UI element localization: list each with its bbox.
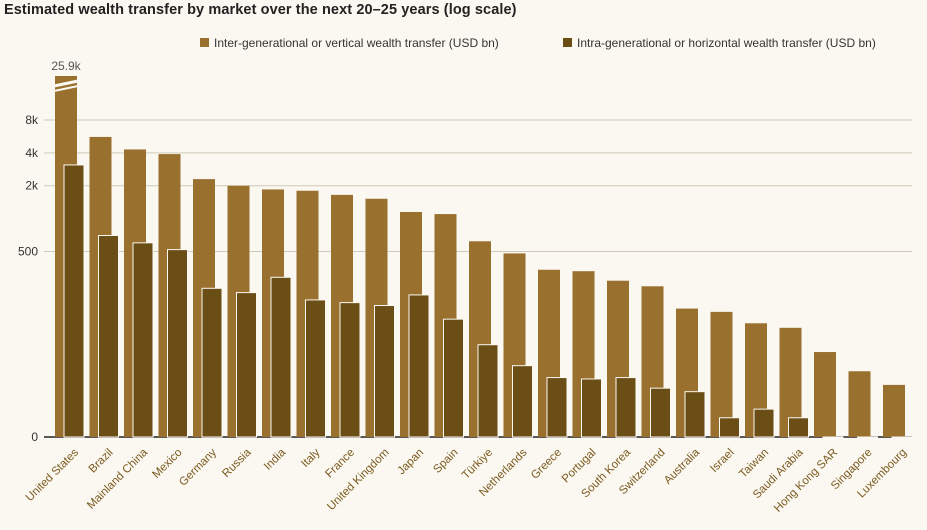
legend-swatch-inter — [200, 38, 209, 47]
x-tick-label-mexico: Mexico — [150, 447, 184, 481]
annotation-united-states: 25.9k — [51, 59, 81, 73]
bar-luxembourg-intra — [891, 436, 913, 439]
bar-israel-inter — [710, 311, 733, 437]
bar-switzerland-intra — [650, 387, 671, 438]
y-tick-label-2k: 2k — [25, 179, 39, 193]
bar-taiwan-intra — [753, 408, 775, 438]
bar-australia-intra — [684, 391, 706, 438]
bar-taiwan-inter — [745, 323, 767, 437]
x-tick-label-taiwan: Taiwan — [737, 447, 771, 481]
bar-singapore-inter — [848, 371, 871, 437]
x-tick-label-turkiye: Türkiye — [460, 447, 495, 482]
legend-label-inter: Inter-generational or vertical wealth tr… — [214, 36, 499, 50]
bar-luxembourg-inter — [883, 384, 905, 437]
x-tick-label-greece: Greece — [529, 447, 564, 482]
bar-netherlands-intra — [512, 365, 533, 438]
x-tick-label-russia: Russia — [220, 446, 254, 480]
x-tick-label-spain: Spain — [431, 447, 460, 476]
legend: Inter-generational or vertical wealth tr… — [200, 36, 876, 50]
bar-france-intra — [339, 302, 361, 438]
bar-singapore-intra — [857, 436, 878, 439]
bar-portugal-intra — [581, 378, 602, 438]
x-tick-label-united-kingdom: United Kingdom — [325, 447, 391, 513]
x-tick-label-brazil: Brazil — [87, 447, 116, 476]
bar-south-korea-intra — [615, 377, 637, 438]
chart-title: Estimated wealth transfer by market over… — [4, 2, 517, 18]
x-tick-label-united-states: United States — [24, 446, 81, 503]
bar-saudi-arabia-intra — [788, 417, 809, 438]
x-tick-label-italy: Italy — [299, 446, 323, 470]
y-tick-label-0: 0 — [31, 430, 38, 444]
bar-spain-intra — [443, 318, 464, 438]
bar-russia-intra — [236, 292, 257, 438]
bar-hong-kong-sar-intra — [822, 436, 844, 439]
bar-greece-intra — [546, 377, 568, 438]
bar-brazil-intra — [98, 235, 119, 438]
x-tick-label-hong-kong-sar: Hong Kong SAR — [772, 447, 840, 515]
bar-germany-intra — [201, 287, 223, 438]
bar-mexico-intra — [167, 249, 188, 438]
bar-hong-kong-sar-inter — [814, 352, 836, 437]
x-tick-label-israel: Israel — [708, 447, 736, 475]
y-tick-label-4k: 4k — [25, 146, 39, 160]
y-tick-label-500: 500 — [18, 244, 38, 258]
bar-united-states-intra — [63, 164, 85, 438]
bars — [53, 76, 913, 439]
bar-saudi-arabia-inter — [779, 327, 802, 437]
bar-israel-intra — [719, 417, 740, 438]
bar-italy-intra — [305, 299, 326, 438]
legend-label-intra: Intra-generational or horizontal wealth … — [577, 36, 876, 50]
bar-united-kingdom-intra — [374, 305, 395, 438]
axis-break-mark — [53, 79, 79, 88]
bar-turkiye-intra — [477, 344, 499, 438]
x-tick-label-france: France — [323, 447, 357, 481]
bar-japan-intra — [408, 294, 430, 438]
x-tick-label-japan: Japan — [395, 447, 426, 478]
axis-break-mark — [53, 85, 79, 92]
x-tick-label-india: India — [262, 446, 289, 473]
bar-mainland-china-intra — [132, 242, 154, 438]
legend-swatch-intra — [563, 38, 572, 47]
x-tick-label-australia: Australia — [662, 446, 703, 487]
y-tick-label-8k: 8k — [25, 113, 39, 127]
x-tick-label-germany: Germany — [177, 446, 219, 488]
x-tick-label-mainland-china: Mainland China — [85, 446, 150, 511]
bar-india-intra — [270, 276, 292, 438]
